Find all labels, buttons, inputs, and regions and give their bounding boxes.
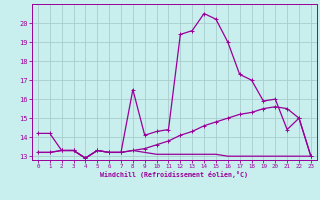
X-axis label: Windchill (Refroidissement éolien,°C): Windchill (Refroidissement éolien,°C) xyxy=(100,171,248,178)
